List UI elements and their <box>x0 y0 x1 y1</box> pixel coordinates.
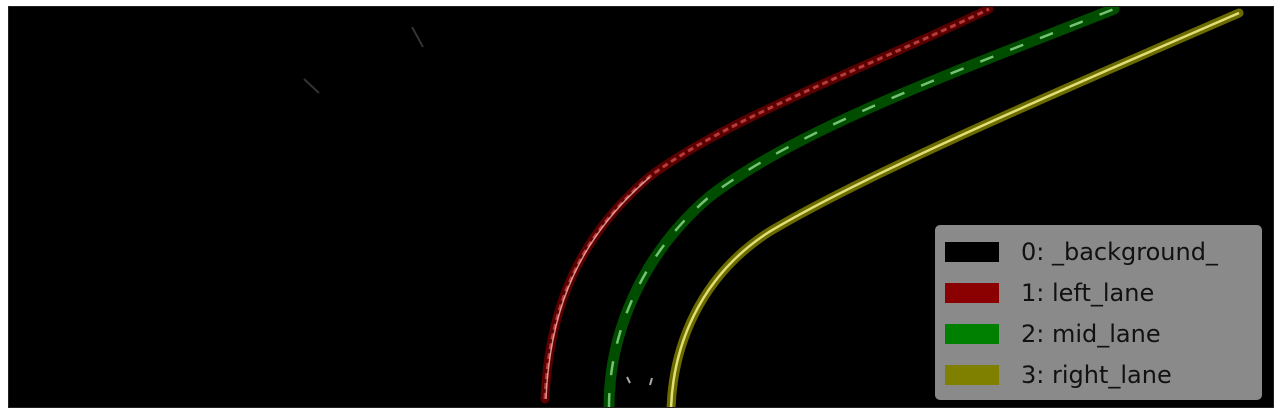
legend: 0: _background_ 1: left_lane 2: mid_lane… <box>935 225 1262 400</box>
mid-lane-mask <box>603 7 1120 407</box>
legend-swatch-background <box>945 241 999 262</box>
legend-swatch-left-lane <box>945 282 999 303</box>
segmentation-image: 0: _background_ 1: left_lane 2: mid_lane… <box>8 6 1274 408</box>
legend-item-left-lane: 1: left_lane <box>945 272 1252 313</box>
legend-label-background: 0: _background_ <box>1021 237 1218 266</box>
legend-label-right-lane: 3: right_lane <box>1021 360 1172 389</box>
lane-segmentation-scene <box>303 7 1244 407</box>
legend-item-mid-lane: 2: mid_lane <box>945 313 1252 354</box>
legend-swatch-mid-lane <box>945 323 999 344</box>
legend-item-background: 0: _background_ <box>945 231 1252 272</box>
legend-swatch-right-lane <box>945 364 999 385</box>
left-lane-mask <box>540 7 994 404</box>
background-noise <box>303 26 424 94</box>
legend-label-left-lane: 1: left_lane <box>1021 278 1155 307</box>
right-lane-mask <box>666 8 1244 407</box>
small-artifacts <box>626 376 653 386</box>
legend-label-mid-lane: 2: mid_lane <box>1021 319 1161 348</box>
legend-item-right-lane: 3: right_lane <box>945 354 1252 395</box>
